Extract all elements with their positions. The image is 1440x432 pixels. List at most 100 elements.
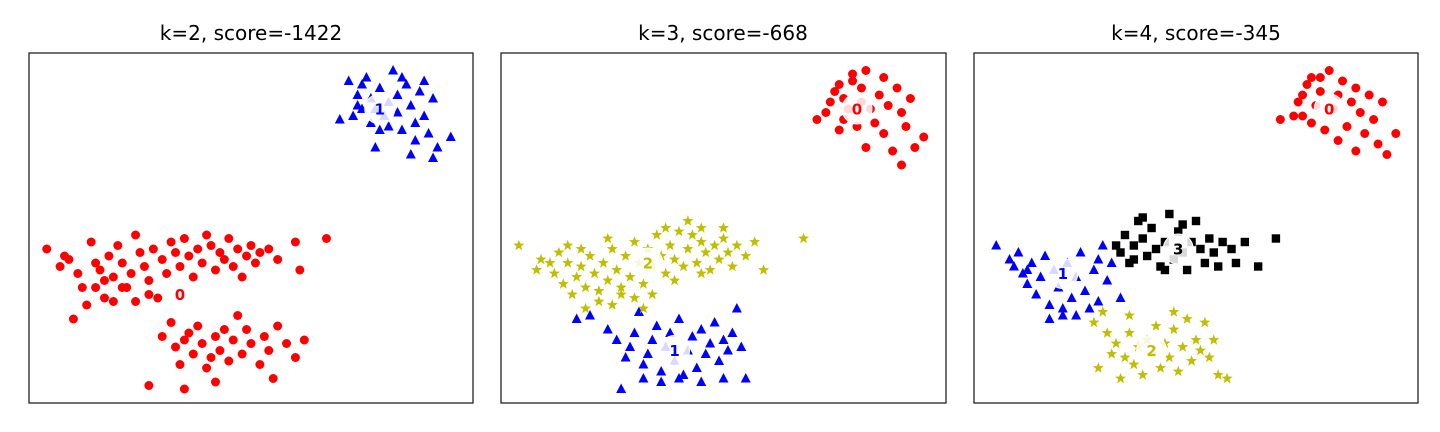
- subplot-title-k4: k=4, score=-345: [1111, 21, 1281, 45]
- data-point-s1-6: [1026, 257, 1037, 267]
- data-point-s0-58: [157, 332, 167, 341]
- cluster-center-marker-1: [1047, 258, 1079, 289]
- data-point-s2-12: [588, 267, 600, 279]
- data-point-s0-27: [861, 143, 871, 152]
- data-point-s1-30: [343, 75, 354, 85]
- data-point-s0-27: [1315, 73, 1325, 82]
- data-point-s1-23: [1102, 275, 1113, 285]
- data-point-s2-18: [615, 288, 627, 300]
- data-point-s0-82: [282, 339, 292, 348]
- data-point-s2-25: [1203, 351, 1215, 363]
- data-point-s0-80: [264, 346, 274, 355]
- data-point-s3-21: [1205, 234, 1214, 243]
- data-point-s0-18: [139, 262, 149, 271]
- data-point-s0-53: [108, 297, 118, 306]
- data-point-s3-10: [1156, 262, 1165, 271]
- data-point-s0-0: [1275, 115, 1285, 124]
- data-point-s0-11: [856, 83, 866, 93]
- data-point-s2-14: [1154, 362, 1166, 373]
- data-point-s1-5: [625, 341, 636, 351]
- data-point-s2-16: [1163, 351, 1175, 363]
- data-point-s0-14: [1342, 122, 1352, 131]
- data-point-s3-5: [1134, 216, 1143, 226]
- data-point-s1-26: [432, 142, 443, 152]
- data-point-s1-22: [700, 348, 711, 358]
- data-point-s3-0: [1111, 241, 1121, 250]
- data-point-s2-53: [628, 292, 641, 303]
- data-point-s3-14: [1174, 227, 1183, 236]
- data-point-s0-8: [848, 76, 858, 86]
- data-point-s0-13: [1338, 76, 1348, 86]
- data-point-s2-39: [709, 239, 721, 251]
- data-point-s1-35: [674, 373, 684, 383]
- data-point-s2-40: [713, 253, 725, 265]
- data-point-s0-43: [255, 248, 265, 257]
- data-point-s0-46: [290, 237, 300, 247]
- data-point-s1-5: [1022, 278, 1033, 288]
- data-point-s1-24: [709, 317, 720, 327]
- data-point-s1-7: [1031, 289, 1042, 299]
- data-point-s0-12: [113, 241, 123, 250]
- data-point-s2-6: [562, 257, 574, 268]
- data-point-s0-69: [210, 332, 220, 341]
- data-point-s1-32: [616, 383, 627, 393]
- data-point-s0-76: [242, 325, 252, 334]
- cluster-center-marker-3: [1162, 233, 1194, 265]
- data-point-s0-9: [1320, 125, 1330, 135]
- data-point-s0-3: [60, 251, 70, 261]
- data-point-s0-11: [108, 272, 118, 282]
- cluster-center-label-1: 1: [669, 342, 679, 360]
- data-point-s2-17: [1168, 323, 1180, 335]
- data-point-s2-5: [557, 278, 569, 289]
- data-point-s0-22: [1373, 139, 1383, 149]
- data-point-s0-6: [86, 237, 96, 247]
- data-point-s0-29: [848, 69, 858, 79]
- data-point-s2-55: [646, 288, 658, 300]
- subplot-title-k3: k=3, score=-668: [638, 21, 808, 45]
- data-point-s2-24: [1199, 316, 1211, 328]
- data-point-s0-25: [1391, 129, 1401, 138]
- data-point-s3-25: [1227, 244, 1236, 254]
- data-point-s2-30: [1123, 309, 1135, 321]
- data-point-s2-0: [1088, 316, 1100, 328]
- data-point-s2-0: [513, 239, 525, 251]
- data-point-s1-11: [651, 320, 662, 330]
- data-point-s2-5: [1115, 372, 1127, 384]
- data-point-s0-62: [179, 335, 189, 345]
- data-point-s3-16: [1182, 265, 1192, 275]
- data-point-s0-26: [897, 160, 906, 170]
- data-point-s1-34: [370, 142, 381, 152]
- data-point-s0-19: [1360, 129, 1370, 138]
- data-point-s2-4: [553, 246, 565, 258]
- data-point-s0-87: [210, 377, 220, 387]
- data-point-s2-56: [562, 239, 574, 251]
- data-point-s1-9: [642, 348, 653, 358]
- data-point-s0-36: [224, 234, 234, 243]
- data-point-s0-38: [233, 244, 243, 254]
- data-point-s2-58: [575, 243, 587, 254]
- data-point-s1-32: [374, 124, 385, 134]
- data-point-s0-21: [157, 255, 167, 264]
- data-point-s3-18: [1191, 216, 1201, 226]
- data-point-s2-19: [1177, 341, 1189, 352]
- data-point-s3-19: [1196, 244, 1205, 254]
- data-point-s0-63: [184, 328, 194, 338]
- data-point-s3-28: [1253, 262, 1263, 271]
- axes-frame-k3: [500, 52, 947, 404]
- data-point-s3-29: [1271, 234, 1281, 243]
- data-point-s2-49: [580, 302, 592, 314]
- data-point-s3-9: [1151, 244, 1161, 254]
- cluster-center-label-1: 1: [1058, 265, 1068, 283]
- data-point-s2-23: [637, 278, 649, 289]
- data-point-s0-54: [117, 283, 127, 292]
- data-point-s0-17: [1351, 146, 1361, 156]
- data-point-s0-13: [117, 258, 127, 268]
- data-point-s1-25: [428, 93, 439, 103]
- data-point-s1-19: [1084, 303, 1095, 313]
- data-point-s0-75: [237, 349, 247, 359]
- data-point-s1-6: [629, 327, 640, 337]
- data-point-s0-9: [99, 276, 109, 285]
- data-point-s3-27: [1240, 237, 1250, 247]
- data-point-s1-21: [414, 86, 425, 96]
- data-point-s2-3: [1106, 348, 1118, 359]
